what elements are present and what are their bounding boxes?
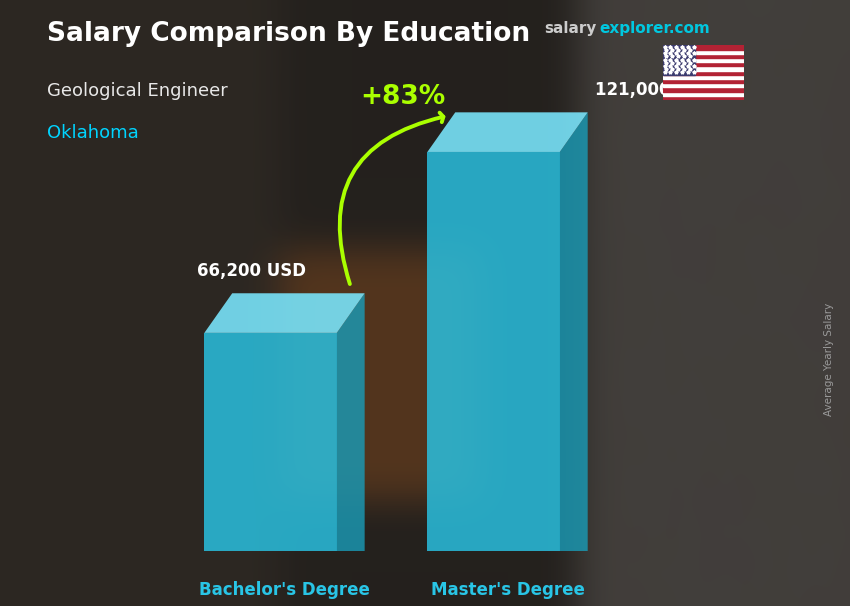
Text: 121,000 USD: 121,000 USD bbox=[595, 81, 715, 99]
Polygon shape bbox=[560, 112, 587, 551]
Bar bbox=[663, 45, 744, 50]
Bar bbox=[663, 45, 695, 75]
Bar bbox=[663, 79, 744, 83]
Bar bbox=[663, 67, 744, 71]
Bar bbox=[663, 87, 744, 92]
Bar bbox=[663, 58, 744, 62]
Polygon shape bbox=[204, 333, 337, 551]
Text: Master's Degree: Master's Degree bbox=[431, 581, 585, 599]
Polygon shape bbox=[204, 293, 365, 333]
Bar bbox=[663, 54, 744, 58]
Text: +83%: +83% bbox=[360, 84, 445, 110]
Text: salary: salary bbox=[544, 21, 597, 36]
Bar bbox=[663, 75, 744, 79]
Bar bbox=[663, 50, 744, 54]
Text: 66,200 USD: 66,200 USD bbox=[197, 262, 306, 280]
Polygon shape bbox=[428, 112, 587, 152]
Text: Salary Comparison By Education: Salary Comparison By Education bbox=[47, 21, 530, 47]
Text: explorer.com: explorer.com bbox=[599, 21, 710, 36]
Text: Oklahoma: Oklahoma bbox=[47, 124, 139, 142]
Polygon shape bbox=[337, 293, 365, 551]
Text: Geological Engineer: Geological Engineer bbox=[47, 82, 228, 100]
Polygon shape bbox=[428, 152, 560, 551]
Bar bbox=[663, 83, 744, 87]
Bar bbox=[663, 92, 744, 96]
Bar bbox=[663, 71, 744, 75]
Bar bbox=[663, 96, 744, 100]
Text: Average Yearly Salary: Average Yearly Salary bbox=[824, 303, 834, 416]
Text: Bachelor's Degree: Bachelor's Degree bbox=[199, 581, 370, 599]
Bar bbox=[663, 62, 744, 67]
